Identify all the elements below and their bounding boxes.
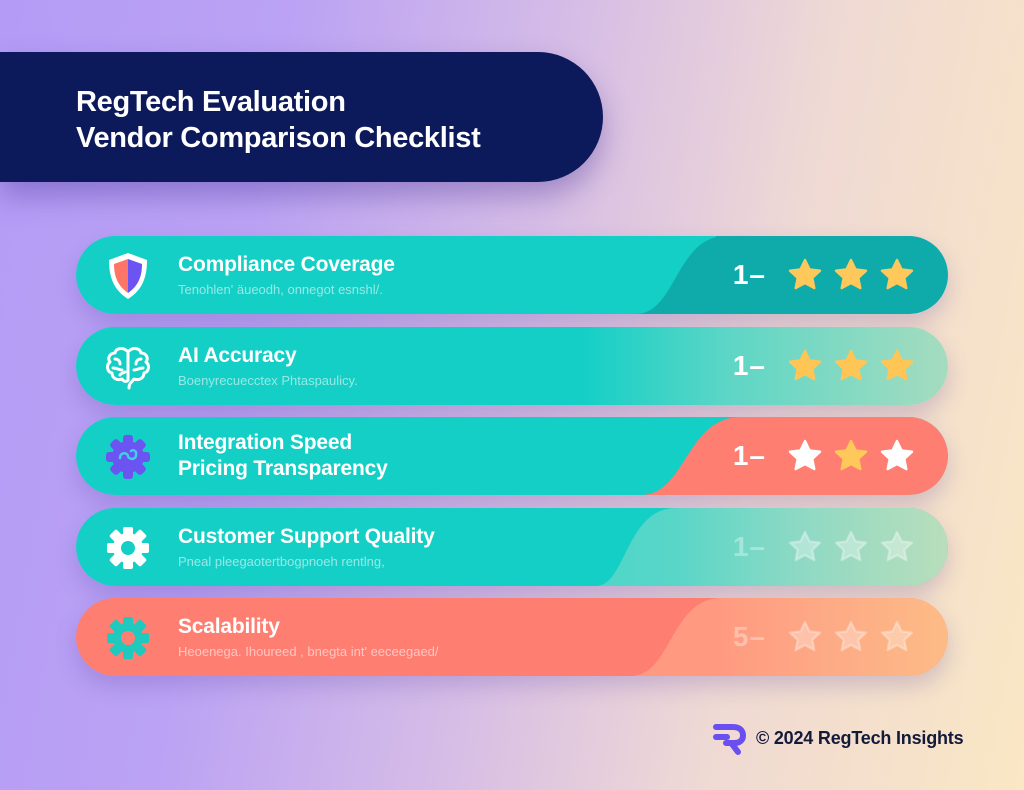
star-icon-faded[interactable] (786, 528, 824, 566)
star-icon-empty[interactable] (878, 437, 916, 475)
star-icon-filled[interactable] (878, 347, 916, 385)
criterion-title: Compliance Coverage (178, 253, 395, 276)
criterion-text: Integration Speed Pricing Transparency (178, 430, 388, 482)
criterion-title: Integration Speed (178, 431, 352, 454)
criterion-title-secondary: Pricing Transparency (178, 457, 388, 480)
criterion-text: Scalability Heoenega. Ihoureed , bnegta … (178, 614, 439, 662)
row-swoosh (596, 507, 676, 586)
star-icon-faded[interactable] (832, 528, 870, 566)
shield-icon (102, 250, 154, 302)
star-icon-faded[interactable] (878, 528, 916, 566)
rating-score: 5– (732, 621, 766, 652)
brand-logo-icon (713, 724, 746, 755)
criterion-title: Scalability (178, 615, 280, 638)
row-swoosh (631, 598, 721, 676)
criterion-title: Customer Support Quality (178, 524, 435, 548)
rating-score: 1– (732, 440, 766, 471)
star-icon-faded[interactable] (878, 618, 916, 656)
criterion-row-compliance-coverage[interactable]: Compliance Coverage Tenohlen' äueodh, on… (76, 236, 948, 314)
star-icon-faded[interactable] (832, 618, 870, 656)
page-title-line-1: RegTech Evaluation (76, 86, 346, 118)
row-swoosh (636, 236, 726, 314)
brain-icon (102, 341, 154, 393)
criterion-description: Heoenega. Ihoureed , bnegta int' eeceega… (178, 644, 439, 659)
gear-link-icon (102, 431, 154, 483)
star-icon-filled[interactable] (832, 347, 870, 385)
page-title-line-2: Vendor Comparison Checklist (76, 122, 481, 154)
criterion-text: AI Accuracy Boenyrecuecctex Phtaspaulicy… (178, 343, 358, 391)
star-icon-faded[interactable] (786, 618, 824, 656)
criterion-description: Tenohlen' äueodh, onnegot esnshl/. (178, 282, 383, 297)
rating: 1– (733, 346, 916, 386)
gear-icon (102, 522, 154, 574)
row-swoosh (641, 417, 741, 495)
rating-panel (674, 507, 948, 586)
star-icon-filled[interactable] (832, 256, 870, 294)
criterion-description: Pneal pleegaotertbogpnoeh rentlng, (178, 553, 385, 569)
rating: 1– (733, 255, 916, 295)
star-icon-filled[interactable] (786, 256, 824, 294)
rating-panel (719, 598, 948, 676)
rating: 1– (733, 527, 916, 567)
gear-icon (102, 612, 154, 664)
criterion-text: Compliance Coverage Tenohlen' äueodh, on… (178, 252, 395, 300)
rating-score: 1– (732, 530, 766, 562)
star-icon-filled[interactable] (832, 437, 870, 475)
rating-score: 1– (732, 259, 766, 290)
footer: © 2024 RegTech Insights (712, 721, 964, 755)
criterion-row-customer-support-quality[interactable]: Customer Support Quality Pneal pleegaote… (76, 507, 948, 586)
criterion-text: Customer Support Quality Pneal pleegaote… (178, 524, 435, 572)
star-icon-filled[interactable] (878, 256, 916, 294)
title-banner: RegTech Evaluation Vendor Comparison Che… (0, 52, 603, 182)
criterion-row-integration-speed[interactable]: Integration Speed Pricing Transparency 1… (76, 417, 948, 495)
copyright-text: © 2024 RegTech Insights (756, 727, 964, 748)
criterion-row-scalability[interactable]: Scalability Heoenega. Ihoureed , bnegta … (76, 598, 948, 676)
criterion-description: Boenyrecuecctex Phtaspaulicy. (178, 372, 358, 388)
star-icon-empty[interactable] (786, 437, 824, 475)
rating: 5– (733, 617, 916, 657)
rating: 1– (733, 436, 916, 476)
star-icon-filled[interactable] (786, 347, 824, 385)
criterion-title: AI Accuracy (178, 343, 297, 367)
criterion-row-ai-accuracy[interactable]: AI Accuracy Boenyrecuecctex Phtaspaulicy… (76, 326, 948, 405)
criteria-list: Compliance Coverage Tenohlen' äueodh, on… (76, 236, 948, 689)
rating-score: 1– (732, 349, 766, 381)
rating-panel (716, 236, 948, 314)
